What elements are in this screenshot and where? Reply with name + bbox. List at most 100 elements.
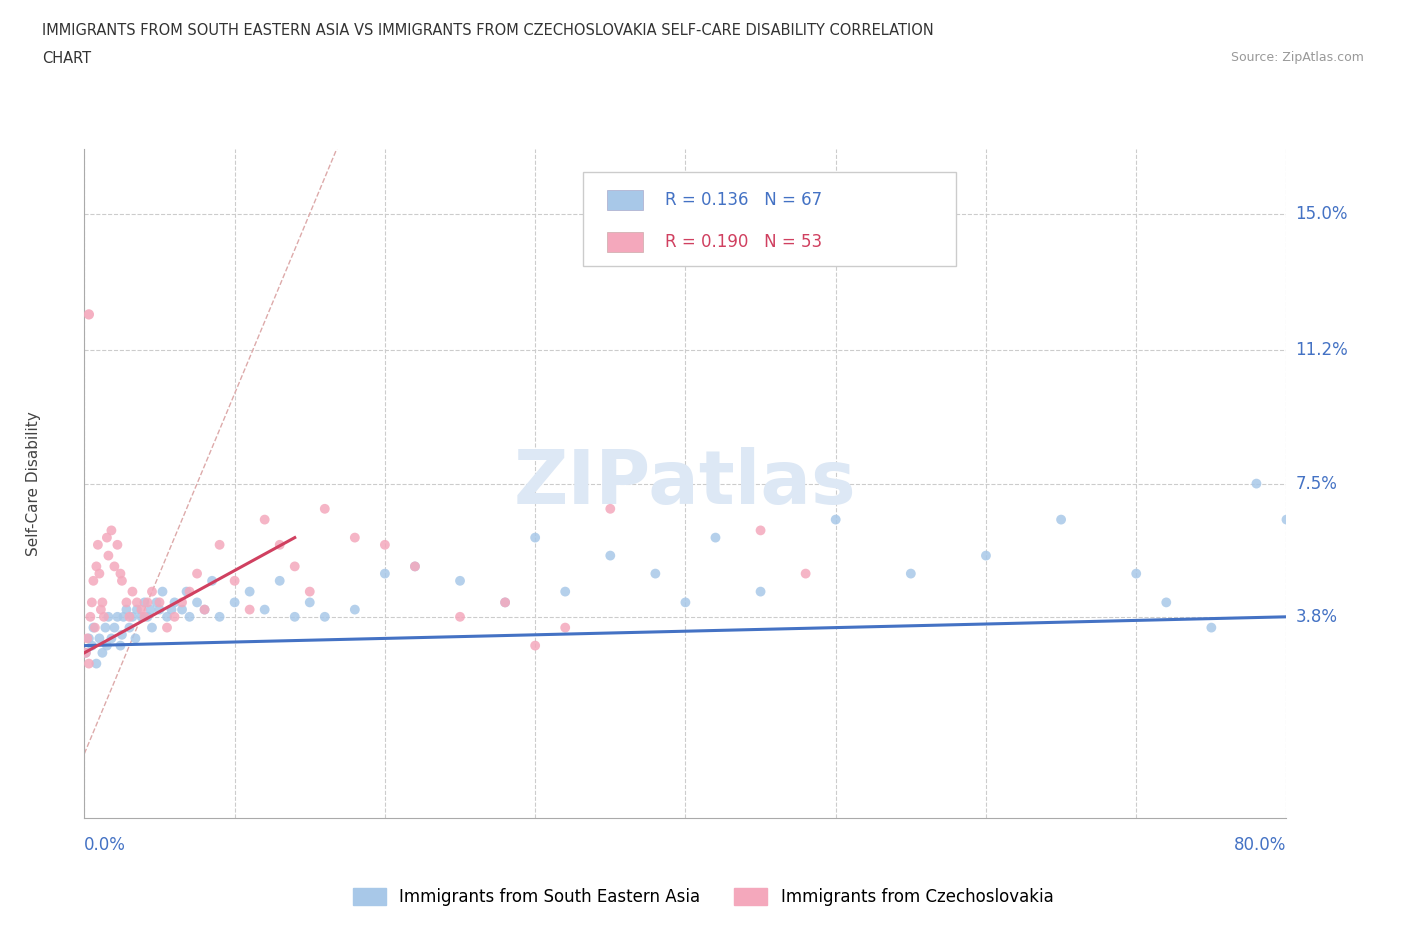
- Point: [186, 566, 208, 581]
- Point: [208, 538, 231, 552]
- Point: [494, 595, 516, 610]
- Point: [77, 657, 100, 671]
- Text: R = 0.190   N = 53: R = 0.190 N = 53: [665, 232, 823, 251]
- Point: [599, 501, 621, 516]
- Point: [131, 609, 153, 624]
- Point: [87, 538, 110, 552]
- Point: [86, 657, 108, 671]
- FancyBboxPatch shape: [583, 172, 956, 266]
- Point: [253, 602, 276, 617]
- Text: 3.8%: 3.8%: [1295, 608, 1337, 626]
- Point: [374, 566, 396, 581]
- Point: [524, 638, 547, 653]
- Point: [644, 566, 666, 581]
- Point: [224, 595, 246, 610]
- Point: [1201, 620, 1223, 635]
- Point: [111, 628, 134, 643]
- Point: [112, 609, 135, 624]
- Text: IMMIGRANTS FROM SOUTH EASTERN ASIA VS IMMIGRANTS FROM CZECHOSLOVAKIA SELF-CARE D: IMMIGRANTS FROM SOUTH EASTERN ASIA VS IM…: [42, 23, 934, 38]
- Point: [239, 602, 262, 617]
- Point: [900, 566, 922, 581]
- Point: [824, 512, 846, 527]
- Point: [148, 602, 170, 617]
- Point: [90, 602, 112, 617]
- Point: [208, 609, 231, 624]
- Point: [554, 584, 576, 599]
- Point: [91, 645, 114, 660]
- Point: [79, 609, 101, 624]
- Point: [343, 530, 366, 545]
- Point: [374, 538, 396, 552]
- Point: [269, 538, 291, 552]
- Point: [141, 584, 163, 599]
- Text: 11.2%: 11.2%: [1295, 341, 1348, 359]
- Point: [1125, 566, 1147, 581]
- Point: [449, 609, 471, 624]
- Point: [115, 595, 138, 610]
- Point: [93, 609, 115, 624]
- Point: [224, 574, 246, 589]
- Point: [97, 609, 120, 624]
- Text: CHART: CHART: [42, 51, 91, 66]
- Point: [170, 602, 193, 617]
- Point: [170, 595, 193, 610]
- Point: [121, 584, 143, 599]
- Text: Source: ZipAtlas.com: Source: ZipAtlas.com: [1230, 51, 1364, 64]
- Point: [77, 631, 100, 645]
- Point: [107, 609, 129, 624]
- Point: [160, 602, 183, 617]
- Point: [152, 584, 174, 599]
- Point: [125, 602, 148, 617]
- Point: [284, 559, 307, 574]
- Point: [794, 566, 817, 581]
- Point: [136, 609, 159, 624]
- Point: [284, 609, 307, 624]
- Point: [139, 602, 162, 617]
- Point: [1275, 512, 1298, 527]
- Point: [96, 530, 118, 545]
- Point: [89, 566, 111, 581]
- Point: [1246, 476, 1268, 491]
- Point: [134, 609, 156, 624]
- Point: [163, 595, 186, 610]
- Point: [94, 620, 117, 635]
- Point: [1156, 595, 1178, 610]
- Text: 80.0%: 80.0%: [1234, 836, 1286, 855]
- Point: [343, 602, 366, 617]
- Point: [253, 512, 276, 527]
- Legend: Immigrants from South Eastern Asia, Immigrants from Czechoslovakia: Immigrants from South Eastern Asia, Immi…: [346, 881, 1060, 912]
- Text: 7.5%: 7.5%: [1295, 474, 1337, 493]
- Point: [121, 609, 143, 624]
- Text: Self-Care Disability: Self-Care Disability: [27, 411, 41, 556]
- Point: [76, 631, 98, 645]
- Point: [75, 645, 97, 660]
- Point: [298, 584, 321, 599]
- Point: [80, 638, 103, 653]
- Point: [131, 602, 153, 617]
- Point: [110, 566, 132, 581]
- Point: [749, 584, 772, 599]
- Point: [115, 602, 138, 617]
- Text: ZIPatlas: ZIPatlas: [515, 447, 856, 520]
- Point: [145, 595, 167, 610]
- Point: [110, 638, 132, 653]
- Point: [704, 530, 727, 545]
- Point: [179, 584, 201, 599]
- Point: [96, 638, 118, 653]
- Point: [194, 602, 217, 617]
- Point: [554, 620, 576, 635]
- Point: [141, 620, 163, 635]
- Point: [80, 595, 103, 610]
- Point: [86, 559, 108, 574]
- Point: [494, 595, 516, 610]
- Text: 15.0%: 15.0%: [1295, 205, 1348, 222]
- Point: [449, 574, 471, 589]
- Point: [201, 574, 224, 589]
- Point: [156, 620, 179, 635]
- Point: [1050, 512, 1073, 527]
- Text: 0.0%: 0.0%: [84, 836, 127, 855]
- Point: [100, 523, 122, 538]
- Point: [974, 548, 997, 563]
- Bar: [607, 191, 644, 210]
- Point: [118, 620, 141, 635]
